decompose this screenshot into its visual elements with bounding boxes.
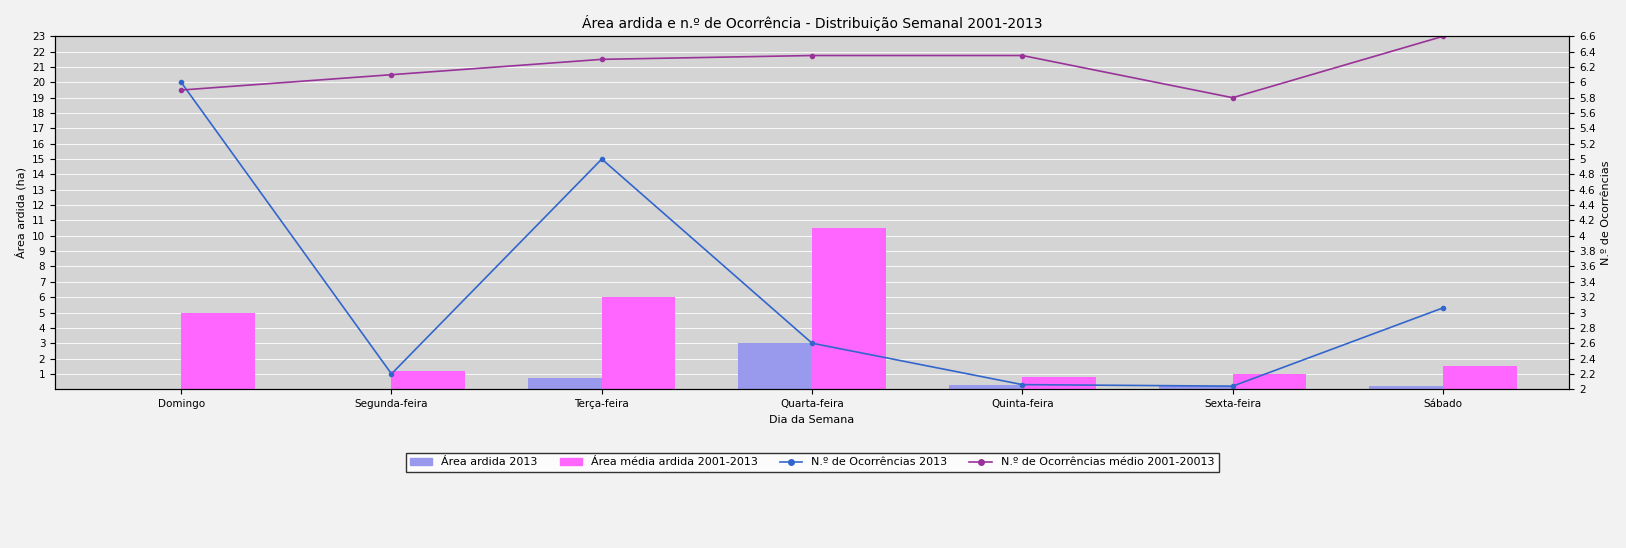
Bar	[738, 343, 811, 389]
Title: Área ardida e n.º de Ocorrência - Distribuição Semanal 2001-2013: Área ardida e n.º de Ocorrência - Distri…	[582, 15, 1042, 31]
X-axis label: Dia da Semana: Dia da Semana	[769, 414, 855, 425]
N.º de Ocorrências médio 2001-20013	[1013, 52, 1033, 59]
N.º de Ocorrências médio 2001-20013	[592, 56, 611, 62]
Bar	[1369, 386, 1442, 389]
N.º de Ocorrências médio 2001-20013	[171, 87, 190, 93]
N.º de Ocorrências médio 2001-20013	[1433, 33, 1452, 39]
Bar	[392, 371, 465, 389]
N.º de Ocorrências 2013	[1433, 305, 1452, 311]
Bar	[180, 312, 255, 389]
Bar	[602, 297, 675, 389]
Bar	[948, 385, 1023, 389]
Line: N.º de Ocorrências médio 2001-20013: N.º de Ocorrências médio 2001-20013	[179, 34, 1446, 100]
Bar	[811, 228, 886, 389]
Bar	[1233, 374, 1306, 389]
N.º de Ocorrências 2013	[171, 79, 190, 85]
Legend: Área ardida 2013, Área média ardida 2001-2013, N.º de Ocorrências 2013, N.º de O: Área ardida 2013, Área média ardida 2001…	[405, 453, 1218, 472]
N.º de Ocorrências 2013	[592, 156, 611, 162]
Bar	[1023, 377, 1096, 389]
N.º de Ocorrências 2013	[1223, 383, 1242, 390]
N.º de Ocorrências 2013	[802, 340, 821, 346]
N.º de Ocorrências 2013	[382, 370, 402, 377]
Line: N.º de Ocorrências 2013: N.º de Ocorrências 2013	[179, 80, 1446, 388]
N.º de Ocorrências 2013	[1013, 381, 1033, 388]
N.º de Ocorrências médio 2001-20013	[382, 71, 402, 78]
N.º de Ocorrências médio 2001-20013	[1223, 94, 1242, 101]
Bar	[528, 379, 602, 389]
N.º de Ocorrências médio 2001-20013	[802, 52, 821, 59]
Y-axis label: Área ardida (ha): Área ardida (ha)	[15, 167, 26, 258]
Bar	[1442, 366, 1517, 389]
Bar	[1159, 386, 1233, 389]
Y-axis label: N.º de Ocorrências: N.º de Ocorrências	[1602, 161, 1611, 265]
